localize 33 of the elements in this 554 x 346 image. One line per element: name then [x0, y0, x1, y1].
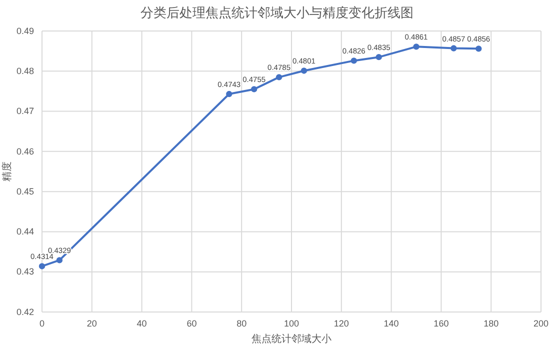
- y-tick-label: 0.49: [16, 26, 34, 36]
- y-tick-label: 0.45: [16, 186, 34, 196]
- x-tick-label: 140: [384, 318, 399, 328]
- y-tick-label: 0.42: [16, 306, 34, 317]
- point: [350, 58, 357, 64]
- point: [276, 74, 282, 80]
- x-tick-label: 100: [284, 318, 300, 328]
- x-tick-label: 160: [434, 318, 449, 328]
- x-tick-label: 120: [334, 318, 349, 328]
- x-tick-label: 200: [533, 318, 549, 328]
- y-tick-label: 0.46: [16, 146, 34, 156]
- point: [376, 54, 382, 60]
- x-tick-label: 0: [39, 318, 45, 328]
- x-tick-label: 20: [86, 318, 97, 328]
- chart-title: 分类后处理焦点统计邻域大小与精度变化折线图: [140, 5, 414, 21]
- x-tick-label: 60: [186, 318, 197, 328]
- point: [300, 68, 308, 74]
- x-axis-title: 焦点统计邻域大小: [252, 333, 332, 345]
- y-axis-title: 精度: [1, 162, 13, 182]
- x-tick-label: 40: [136, 318, 147, 328]
- point: [250, 86, 258, 92]
- x-tick-label: 80: [236, 318, 247, 328]
- y-tick-label: 0.47: [16, 106, 34, 116]
- y-tick-label: 0.43: [16, 266, 34, 277]
- y-tick-label: 0.44: [16, 226, 34, 237]
- point: [38, 263, 46, 270]
- point: [226, 90, 232, 98]
- x-tick-label: 180: [484, 318, 499, 328]
- y-tick-label: 0.48: [16, 66, 34, 76]
- point: [56, 257, 63, 264]
- point: [476, 46, 482, 52]
- point: [450, 45, 457, 52]
- point: [413, 44, 420, 50]
